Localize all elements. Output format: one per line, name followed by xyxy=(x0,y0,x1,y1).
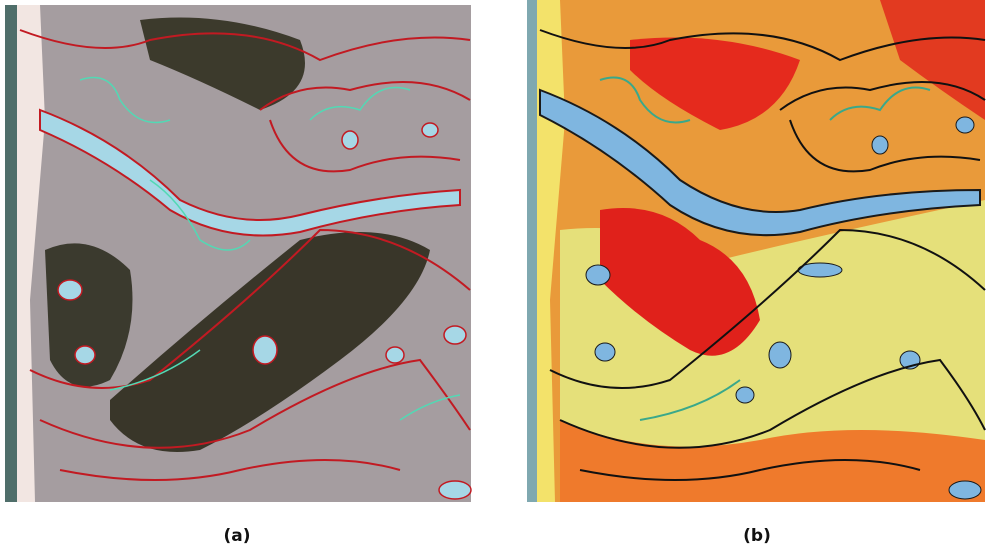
panel-b xyxy=(527,0,985,502)
pond xyxy=(342,131,358,149)
pond xyxy=(439,481,471,499)
pond xyxy=(586,265,610,285)
pond xyxy=(386,347,404,363)
pond xyxy=(872,136,888,154)
pond xyxy=(956,117,974,133)
pond xyxy=(769,342,791,368)
pond xyxy=(444,326,466,344)
pond xyxy=(75,346,95,364)
panel-a xyxy=(5,5,471,502)
pond xyxy=(58,280,82,300)
pond xyxy=(422,123,438,137)
panel-label: (a) xyxy=(223,526,250,546)
figure: (a) (b) xyxy=(0,0,986,555)
pond xyxy=(595,343,615,361)
pond xyxy=(736,387,754,403)
page: (a) (b) (() => { const data = JSON.parse… xyxy=(0,0,986,555)
pond xyxy=(253,336,277,364)
pond xyxy=(949,481,981,499)
sea-strip xyxy=(5,5,17,502)
panel-label: (b) xyxy=(743,526,771,546)
sea-strip xyxy=(527,0,537,502)
